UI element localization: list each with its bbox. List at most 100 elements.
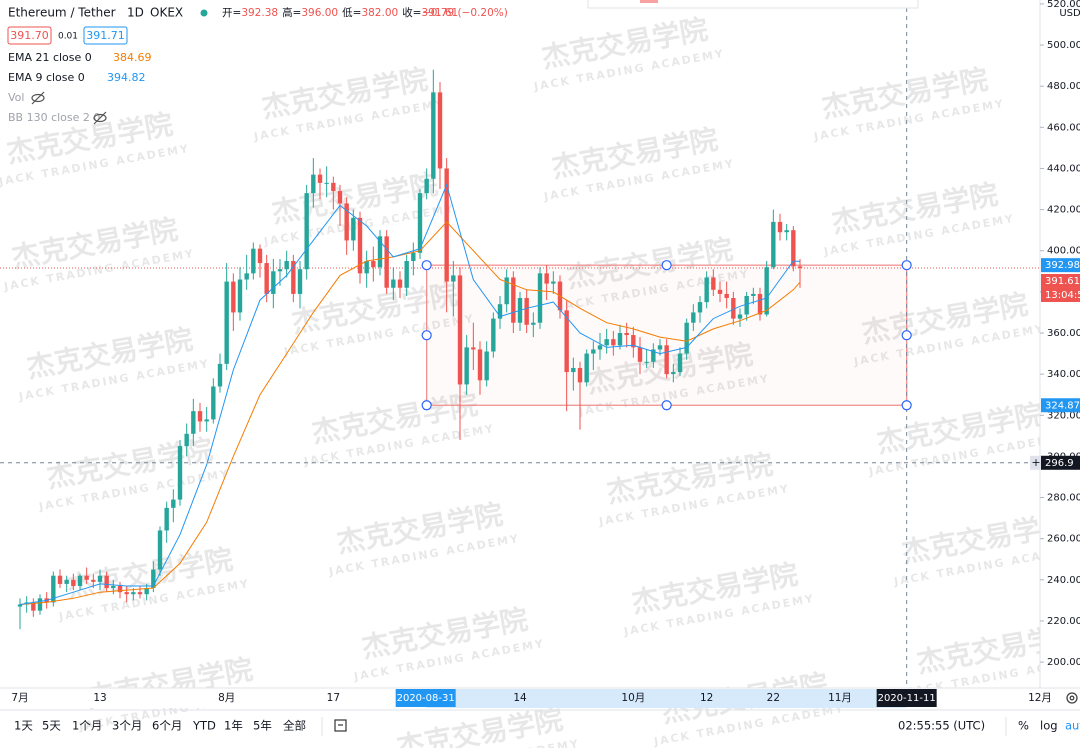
bid-box[interactable] <box>7 26 52 45</box>
candle-body <box>791 230 796 267</box>
rectangle-handle[interactable] <box>901 400 912 411</box>
candle-body <box>497 304 503 319</box>
ema-line <box>19 183 801 605</box>
hidden-icon[interactable] <box>93 111 107 125</box>
candle-body <box>124 592 129 595</box>
bb-label[interactable]: BB 130 close 2 0 <box>8 111 100 124</box>
ask: 391.71 <box>86 29 125 42</box>
range-button[interactable]: 1年 <box>224 719 243 733</box>
candle-body <box>577 367 583 383</box>
candle-body <box>584 353 589 383</box>
hidden-icon[interactable] <box>31 91 45 105</box>
candle-body <box>217 363 223 387</box>
candle-body <box>264 263 269 294</box>
ask-box[interactable] <box>83 26 128 45</box>
rectangle-handle[interactable] <box>421 260 432 271</box>
candle-body <box>384 236 389 288</box>
toolbar: 1天 5天 1个月 3个月 6个月 YTD 1年 5年 全部 02:55:55 (UTC)% log… <box>14 692 1080 736</box>
range-rectangle[interactable] <box>426 264 908 406</box>
rectangle-handle[interactable] <box>901 260 912 271</box>
range-button[interactable]: 5天 <box>42 719 61 733</box>
ohlc-label: 开= <box>222 7 241 19</box>
symbol[interactable]: Ethereum / Tether <box>8 6 116 20</box>
candle-body <box>457 275 463 385</box>
candle-body <box>377 236 383 268</box>
range-button[interactable]: 5年 <box>253 719 272 733</box>
candle-body <box>644 361 649 363</box>
crosshair-price-badge-bg <box>1041 455 1080 470</box>
date-badge <box>395 689 456 707</box>
candle-body <box>177 446 183 500</box>
rectangle-handle[interactable] <box>901 330 912 341</box>
candle-body <box>324 182 329 184</box>
range-button[interactable]: 1个月 <box>72 719 102 733</box>
range-button[interactable]: 1天 <box>14 719 33 733</box>
scale-option[interactable]: % <box>1018 719 1029 733</box>
candle-body <box>664 345 669 375</box>
rectangle-handle[interactable] <box>661 400 672 411</box>
time-range-highlight <box>426 689 907 708</box>
range-button[interactable]: YTD <box>192 719 216 733</box>
candle-body <box>464 347 469 385</box>
candle-body <box>784 230 789 233</box>
rectangle-handle[interactable] <box>421 330 432 341</box>
candle-body <box>764 267 769 315</box>
scale-option[interactable]: log <box>1040 719 1058 733</box>
candle-body <box>171 499 176 508</box>
ema21-label[interactable]: EMA 21 close 0 <box>8 51 92 64</box>
candle-body <box>224 281 229 364</box>
candle-body <box>737 314 743 319</box>
spread: 0.01 <box>58 32 78 42</box>
vol-label[interactable]: Vol <box>8 91 24 104</box>
ohlc-value: 391.61 <box>422 7 459 19</box>
candle-body <box>397 279 403 288</box>
rectangle-handle[interactable] <box>421 400 432 411</box>
candle-body <box>451 275 456 282</box>
candle-body <box>691 312 696 323</box>
last-price-badge: 391.61 <box>1045 276 1080 287</box>
candle-body <box>91 579 96 582</box>
price-axis <box>1040 0 1080 688</box>
ema9-label[interactable]: EMA 9 close 0 <box>8 71 85 84</box>
range-button[interactable]: 3个月 <box>112 719 142 733</box>
ohlc-value: 396.00 <box>301 7 338 19</box>
range-button[interactable]: 全部 <box>283 719 306 733</box>
crosshair-plus: + <box>1031 456 1040 469</box>
settings-icon[interactable] <box>1066 692 1078 704</box>
rectangle-handle[interactable] <box>661 260 672 271</box>
candle-body <box>284 261 289 270</box>
y-tick-label: 440.00 <box>1047 163 1080 174</box>
ohlc-value: 382.00 <box>361 7 398 19</box>
candle-body <box>237 279 243 313</box>
x-tick-label: 10月 <box>621 692 645 704</box>
compare-icon[interactable] <box>334 719 347 732</box>
candle-body <box>344 203 349 241</box>
exchange: OKEX <box>150 6 183 20</box>
candle-body <box>291 261 296 294</box>
x-tick-label: 14 <box>513 692 527 704</box>
candle-body <box>391 279 396 288</box>
candle-body <box>504 277 509 305</box>
bid: 391.70 <box>10 29 49 42</box>
candle-body <box>131 592 136 595</box>
currency-label[interactable]: USD <box>1059 8 1080 19</box>
candle-body <box>311 174 316 194</box>
candle-body <box>537 273 543 323</box>
y-tick-label: 520.00 <box>1047 0 1080 10</box>
range-button[interactable]: 6个月 <box>152 719 182 733</box>
clock[interactable]: 02:55:55 (UTC) <box>898 719 985 733</box>
ema-line <box>19 221 801 605</box>
y-tick-label: 320.00 <box>1047 410 1080 421</box>
rectangle-bottom-badge-bg <box>1041 398 1080 413</box>
candle-body <box>711 277 716 290</box>
floating-panel[interactable] <box>587 0 919 9</box>
candle-body <box>71 579 76 586</box>
candle-body <box>524 298 529 325</box>
scale-option[interactable]: auto <box>1065 719 1080 733</box>
x-tick-label: 17 <box>327 692 340 704</box>
y-tick-label: 220.00 <box>1047 616 1080 627</box>
candle-body <box>744 295 749 315</box>
candle-body <box>637 347 643 362</box>
